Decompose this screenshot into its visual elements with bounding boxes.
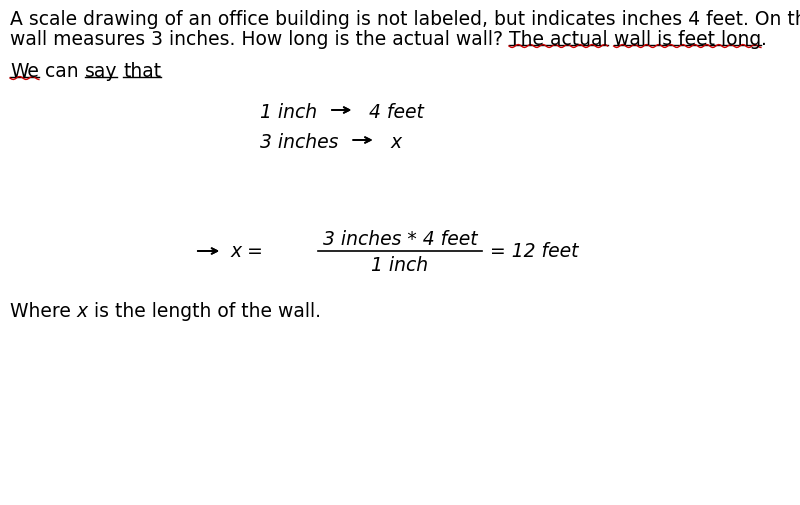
Text: say: say bbox=[85, 62, 117, 81]
Text: 1 inch: 1 inch bbox=[260, 103, 317, 122]
Text: = 12 feet: = 12 feet bbox=[490, 241, 579, 261]
Text: A scale drawing of an office building is not labeled, but indicates inches 4 fee: A scale drawing of an office building is… bbox=[10, 10, 800, 29]
Text: We: We bbox=[10, 62, 39, 81]
Text: 3 inches: 3 inches bbox=[260, 133, 338, 152]
Text: 1 inch: 1 inch bbox=[371, 256, 429, 274]
Text: can: can bbox=[39, 62, 85, 81]
Text: Where: Where bbox=[10, 301, 77, 320]
Text: x: x bbox=[77, 301, 88, 320]
Text: The actual: The actual bbox=[509, 30, 608, 49]
Text: is the length of the wall.: is the length of the wall. bbox=[88, 301, 321, 320]
Text: x =: x = bbox=[230, 241, 263, 261]
Text: x: x bbox=[390, 133, 402, 152]
Text: that: that bbox=[123, 62, 161, 81]
Text: wall measures 3 inches. How long is the actual wall?: wall measures 3 inches. How long is the … bbox=[10, 30, 509, 49]
Text: .: . bbox=[761, 30, 766, 49]
Text: 4 feet: 4 feet bbox=[369, 103, 424, 122]
Text: wall is feet long: wall is feet long bbox=[614, 30, 761, 49]
Text: 3 inches * 4 feet: 3 inches * 4 feet bbox=[322, 230, 478, 248]
